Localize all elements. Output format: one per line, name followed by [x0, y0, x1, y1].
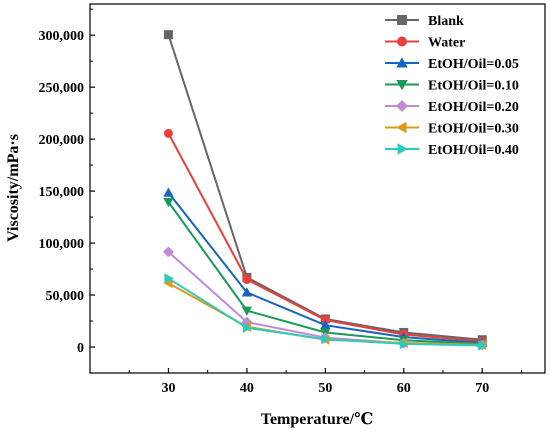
series-blank	[163, 30, 487, 345]
legend-item: Blank	[385, 14, 464, 29]
series-water	[163, 128, 487, 346]
legend-label: EtOH/Oil=0.30	[428, 122, 519, 137]
y-tick-label: 250,000	[39, 81, 85, 96]
y-tick-label: 300,000	[39, 29, 85, 44]
legend: Blank Water EtOH/Oil=0.05 EtOH/Oil=0.10 EtOH…	[385, 14, 519, 158]
legend-item: Water	[385, 36, 465, 51]
series-etoh-oil-0-40	[164, 273, 488, 351]
data-point	[321, 334, 331, 345]
data-point	[241, 287, 253, 297]
y-axis-ticks: 0 50,000 100,000 150,000 200,000 250,000 300,0…	[39, 8, 95, 356]
legend-label: Water	[428, 36, 465, 51]
x-axis-ticks: 30 40 50 60 70	[128, 368, 522, 396]
legend-marker	[396, 100, 408, 112]
y-tick-label: 200,000	[39, 133, 85, 148]
legend-marker	[396, 121, 407, 134]
y-tick-label: 0	[77, 341, 84, 356]
legend-marker	[397, 143, 408, 155]
series-layer	[163, 30, 488, 351]
legend-label: Blank	[428, 14, 464, 29]
data-point	[163, 187, 174, 197]
legend-marker	[396, 80, 408, 91]
data-point	[399, 338, 409, 350]
data-point	[478, 340, 488, 351]
y-tick-label: 150,000	[39, 185, 85, 200]
legend-marker	[397, 36, 407, 47]
legend-label: EtOH/Oil=0.05	[428, 57, 519, 72]
data-point	[163, 246, 174, 258]
y-tick-label: 100,000	[39, 237, 85, 252]
legend-item: EtOH/Oil=0.30	[385, 122, 519, 137]
data-point	[163, 197, 174, 208]
legend-label: EtOH/Oil=0.10	[428, 79, 519, 94]
data-point	[164, 273, 174, 284]
x-tick-label: 40	[240, 381, 254, 396]
data-point	[320, 320, 331, 330]
y-axis-title: Viscosity/mPa·s	[5, 134, 22, 242]
plot-frame	[89, 3, 546, 374]
x-tick-label: 30	[161, 381, 175, 396]
legend-label: EtOH/Oil=0.20	[428, 100, 519, 115]
legend-item: EtOH/Oil=0.10	[385, 79, 519, 94]
x-tick-label: 60	[397, 381, 411, 396]
y-tick-label: 50,000	[46, 289, 85, 304]
data-point	[242, 322, 253, 333]
legend-item: EtOH/Oil=0.05	[385, 57, 519, 72]
legend-label: EtOH/Oil=0.40	[428, 143, 519, 158]
legend-item: EtOH/Oil=0.20	[385, 100, 519, 115]
legend-marker	[396, 57, 408, 68]
data-point	[163, 30, 173, 40]
data-point	[320, 315, 330, 325]
legend-marker	[397, 15, 407, 25]
legend-item: EtOH/Oil=0.40	[385, 143, 519, 158]
x-axis-title: Temperature/℃	[261, 411, 374, 428]
data-point	[163, 128, 173, 138]
x-tick-label: 50	[318, 381, 332, 396]
data-point	[241, 306, 253, 316]
x-tick-label: 70	[475, 381, 489, 396]
data-point	[242, 274, 252, 284]
series-etoh-oil-0-05	[163, 187, 488, 347]
